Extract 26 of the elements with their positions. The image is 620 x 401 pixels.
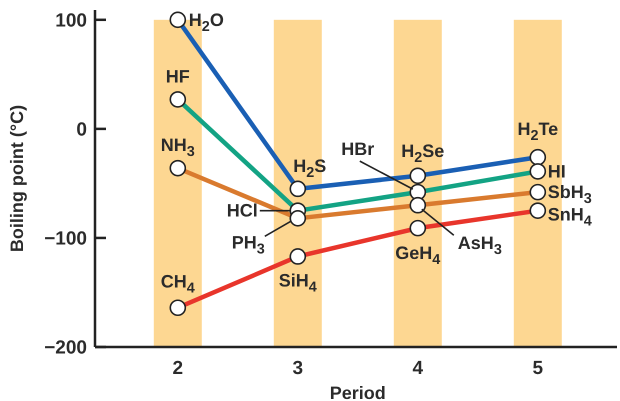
- y-tick-label: 0: [76, 120, 87, 141]
- annotation: NH$_{3}$: [160, 135, 195, 160]
- annotation: PH$_{3}$: [232, 232, 265, 258]
- x-tick-label: 4: [412, 358, 424, 379]
- annotation: SbH$_{3}$: [548, 182, 592, 208]
- annotation: HCl: [226, 200, 258, 221]
- x-tick-label: 5: [532, 358, 544, 379]
- annotation: SiH$_{4}$: [278, 270, 317, 296]
- y-tick-label: −200: [44, 338, 87, 359]
- x-axis-title: Period: [330, 383, 386, 401]
- annotation: H$_{2}$Se: [401, 140, 444, 166]
- y-axis-title: Boiling point (°C): [7, 104, 27, 252]
- annotation: HBr: [341, 139, 374, 160]
- annotation: H$_{2}$S: [293, 156, 326, 181]
- y-tick-label: 100: [55, 10, 87, 32]
- x-tick-label: 3: [292, 358, 304, 379]
- y-tick-label: −100: [44, 228, 87, 250]
- annotation: H$_{2}$Te: [517, 119, 558, 144]
- annotation: SnH$_{4}$: [548, 204, 592, 230]
- annotation: GeH$_{4}$: [395, 243, 440, 268]
- annotation: HF: [166, 66, 190, 86]
- x-tick-label: 2: [172, 358, 184, 379]
- annotation: AsH$_{3}$: [458, 233, 502, 258]
- annotation: HI: [548, 161, 566, 182]
- annotation: H$_{2}$O: [188, 10, 224, 35]
- annotation: CH$_{4}$: [160, 272, 195, 297]
